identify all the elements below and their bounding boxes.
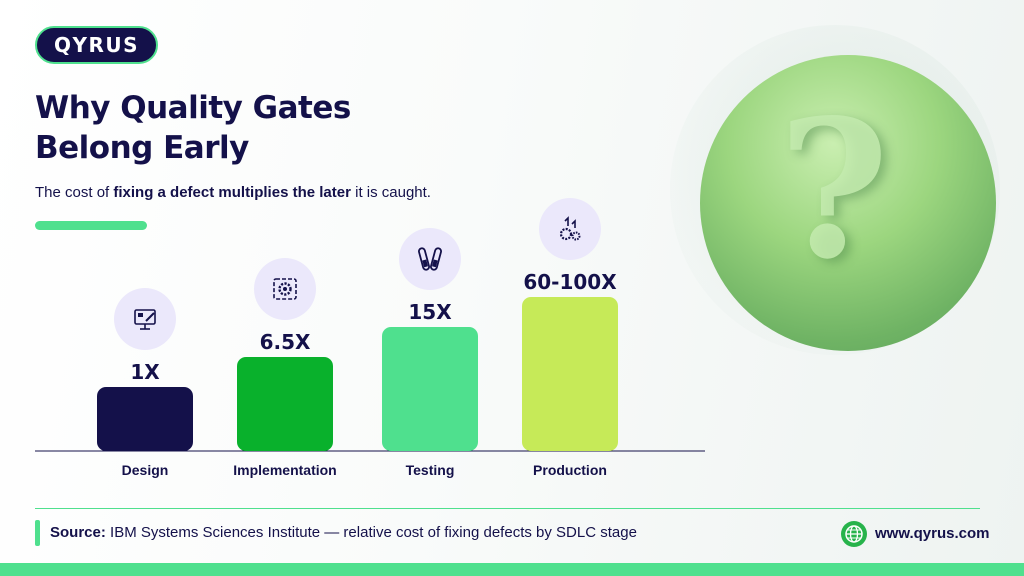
source-label: Source: (50, 524, 106, 541)
icon-badge-production (539, 198, 601, 260)
category-label-design: Design (122, 462, 169, 478)
source-text: IBM Systems Sciences Institute — relativ… (105, 524, 637, 541)
production-gears-icon (559, 216, 581, 241)
icon-badge-design (114, 288, 176, 350)
question-mark-icon: ? (778, 78, 890, 301)
title-line-2: Belong Early (35, 130, 249, 166)
subtitle-pre: The cost of (35, 184, 114, 201)
title-line-1: Why Quality Gates (35, 90, 351, 126)
value-label-implementation: 6.5X (260, 330, 311, 354)
value-label-production: 60-100X (523, 270, 617, 294)
source-note: Source: IBM Systems Sciences Institute —… (50, 524, 637, 541)
website-link[interactable]: www.qyrus.com (875, 525, 990, 542)
page-title: Why Quality Gates Belong Early (35, 88, 435, 168)
value-label-testing: 15X (408, 300, 452, 324)
value-label-design: 1X (130, 360, 160, 384)
category-label-implementation: Implementation (233, 462, 336, 478)
design-monitor-icon (134, 309, 156, 330)
bar-production (522, 297, 618, 451)
bar-design (97, 387, 193, 451)
globe-icon (841, 521, 867, 547)
bar-testing (382, 327, 478, 451)
testing-tubes-icon (418, 247, 442, 271)
source-accent (35, 520, 40, 546)
subtitle-post: it is caught. (350, 184, 431, 201)
subtitle-bold: fixing a defect multiplies the later (113, 184, 351, 201)
bottom-accent-strip (0, 563, 1024, 576)
icon-badge-testing (399, 228, 461, 290)
cost-multiplier-chart: 1X Design 6.5X Implementation 15X Testing 60-1… (35, 198, 705, 478)
subtitle: The cost of fixing a defect multiplies t… (35, 184, 431, 201)
accent-bar (35, 221, 147, 230)
implementation-gear-icon (273, 278, 297, 300)
bar-implementation (237, 357, 333, 451)
logo-text: QYRUS (53, 33, 140, 57)
category-label-production: Production (533, 462, 607, 478)
footer-divider (35, 508, 980, 509)
brand-logo: QYRUS (35, 26, 158, 64)
question-mark-sphere-image: ? (700, 55, 996, 351)
category-label-testing: Testing (406, 462, 455, 478)
